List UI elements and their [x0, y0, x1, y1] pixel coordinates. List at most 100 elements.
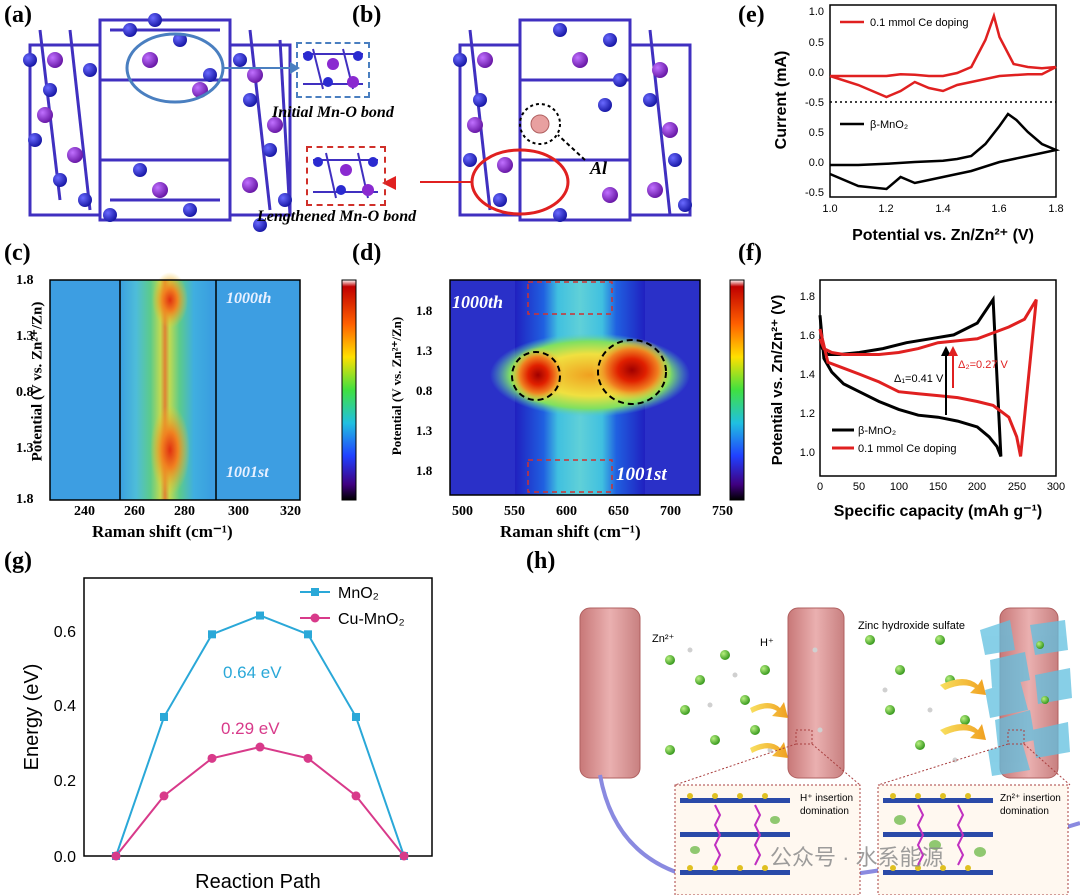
bond-detail-icon — [313, 152, 378, 199]
f-xtick: 0 — [817, 481, 823, 493]
zn-insertion-inset — [877, 784, 1069, 895]
g-plot-frame — [83, 577, 433, 857]
panel-label-d: (d) — [352, 240, 382, 266]
c-ytick: 1.8 — [16, 492, 34, 507]
electrode-slab-left — [579, 607, 641, 779]
arrow-left-icon — [382, 176, 396, 190]
c-xtick: 320 — [280, 504, 301, 519]
g-data-point — [160, 712, 168, 721]
c-xtick: 260 — [124, 504, 145, 519]
g-series-cumno2-markers — [111, 742, 409, 861]
e-xtick: 1.0 — [822, 203, 837, 215]
g-data-point — [256, 611, 264, 620]
f-ytick: 1.2 — [800, 408, 815, 420]
zn-ion-label: Zn²⁺ — [652, 633, 675, 645]
c-tag-top: 1000th — [226, 290, 272, 307]
g-data-point — [207, 753, 217, 763]
f-xtick: 50 — [853, 481, 865, 493]
g-data-point — [352, 712, 360, 721]
g-ytick: 0.2 — [54, 773, 76, 790]
diffusion-arrows — [750, 679, 986, 758]
h-ion-label: H⁺ — [760, 637, 774, 649]
e-ytick: 0.0 — [809, 157, 824, 169]
c-xtick: 240 — [74, 504, 95, 519]
panel-label-a: (a) — [4, 2, 32, 28]
g-data-point — [255, 742, 265, 752]
e-plot-frame — [829, 4, 1057, 198]
h-insertion-inset — [674, 784, 861, 895]
g-barrier-mno2-label: 0.64 eV — [223, 663, 282, 682]
f-xtick: 150 — [929, 481, 947, 493]
d-xtick: 600 — [556, 504, 577, 519]
f-ytick: 1.4 — [800, 369, 815, 381]
f-delta1-arrowhead — [941, 346, 951, 356]
d-ytick: 1.3 — [416, 343, 433, 358]
zn-ion-particles — [665, 635, 1049, 755]
g-ytick: 0.4 — [54, 698, 76, 715]
e-xtick: 1.8 — [1048, 203, 1063, 215]
panel-label-e: (e) — [738, 2, 765, 28]
f-series-ce-line — [818, 298, 1038, 457]
e-ytick: -0.5 — [805, 187, 824, 199]
g-ytick: 0.6 — [54, 624, 76, 641]
e-legend-mno2: β-MnO₂ — [870, 119, 908, 131]
e-series-mno2-line — [829, 112, 1061, 191]
g-legend-cumno2-marker — [310, 613, 320, 623]
f-ytick: 1.0 — [800, 447, 815, 459]
initial-bond-caption: Initial Mn-O bond — [272, 104, 394, 121]
bond-detail-icon — [303, 48, 363, 90]
f-xtick: 200 — [968, 481, 986, 493]
d-xtick: 700 — [660, 504, 681, 519]
d-xlabel: Raman shift (cm⁻¹) — [500, 522, 641, 541]
e-xtick: 1.6 — [991, 203, 1006, 215]
insertion-schematic-h — [579, 607, 1080, 895]
al-atom-label: Al — [590, 158, 608, 178]
electrode-slab-middle — [787, 607, 845, 779]
f-delta1-label: Δ₁=0.41 V — [894, 373, 944, 385]
f-xlabel: Specific capacity (mAh g⁻¹) — [834, 503, 1043, 520]
e-ylabel: Current (mA) — [773, 51, 790, 150]
energy-chart-g: MnO₂ Cu-MnO₂ 0.64 eV 0.29 eV 0.0 0.2 0.4… — [21, 577, 433, 893]
crystal-structure-b — [420, 18, 692, 222]
e-ytick: -0.5 — [805, 97, 824, 109]
zhs-label: Zinc hydroxide sulfate — [858, 620, 965, 632]
d-ytick: 1.8 — [416, 303, 433, 318]
c-ytick: 1.3 — [16, 329, 34, 344]
f-xtick: 100 — [890, 481, 908, 493]
initial-bond-box — [296, 42, 370, 98]
g-data-point — [159, 791, 169, 801]
h-insertion-label: H⁺ insertion domination — [800, 793, 854, 817]
watermark: 公众号 · 水系能源 — [770, 845, 944, 870]
f-xtick: 250 — [1008, 481, 1026, 493]
c-tag-bottom: 1001st — [226, 464, 269, 481]
f-ytick: 1.6 — [800, 330, 815, 342]
c-xtick: 300 — [228, 504, 249, 519]
d-xtick: 550 — [504, 504, 525, 519]
cv-chart-e: 0.1 mmol Ce doping β-MnO₂ 1.0 0.5 0.0 -0… — [773, 4, 1064, 244]
panel-label-f: (f) — [738, 240, 762, 266]
zinc-hydroxide-sulfate-flakes — [980, 620, 1072, 776]
f-legend-ce: 0.1 mmol Ce doping — [858, 443, 956, 455]
d-xtick: 650 — [608, 504, 629, 519]
g-data-point — [351, 791, 361, 801]
f-series-mno2-line — [818, 295, 1003, 457]
e-ytick: 0.5 — [809, 127, 824, 139]
c-ytick: 1.3 — [16, 441, 34, 456]
panel-label-b: (b) — [352, 2, 382, 28]
zoom-box-middle — [795, 729, 813, 745]
e-ytick: 0.0 — [809, 67, 824, 79]
e-series-ce-line — [829, 11, 1057, 99]
g-xlabel: Reaction Path — [195, 871, 321, 893]
d-xtick: 750 — [712, 504, 733, 519]
g-legend-mno2-marker — [311, 588, 319, 596]
c-ytick: 1.8 — [16, 273, 34, 288]
g-barrier-cumno2-label: 0.29 eV — [221, 719, 280, 738]
gcd-chart-f: Δ₁=0.41 V Δ₂=0.27 V β-MnO₂ 0.1 mmol Ce d… — [769, 279, 1065, 520]
e-xlabel: Potential vs. Zn/Zn²⁺ (V) — [852, 227, 1034, 244]
g-ytick: 0.0 — [54, 849, 76, 866]
d-ylabel: Potential (V vs. Zn²⁺/Zn) — [389, 316, 404, 456]
g-data-point — [111, 851, 121, 861]
g-data-point — [304, 630, 312, 639]
d-tag-top: 1000th — [452, 292, 504, 312]
zoom-line — [811, 743, 861, 786]
